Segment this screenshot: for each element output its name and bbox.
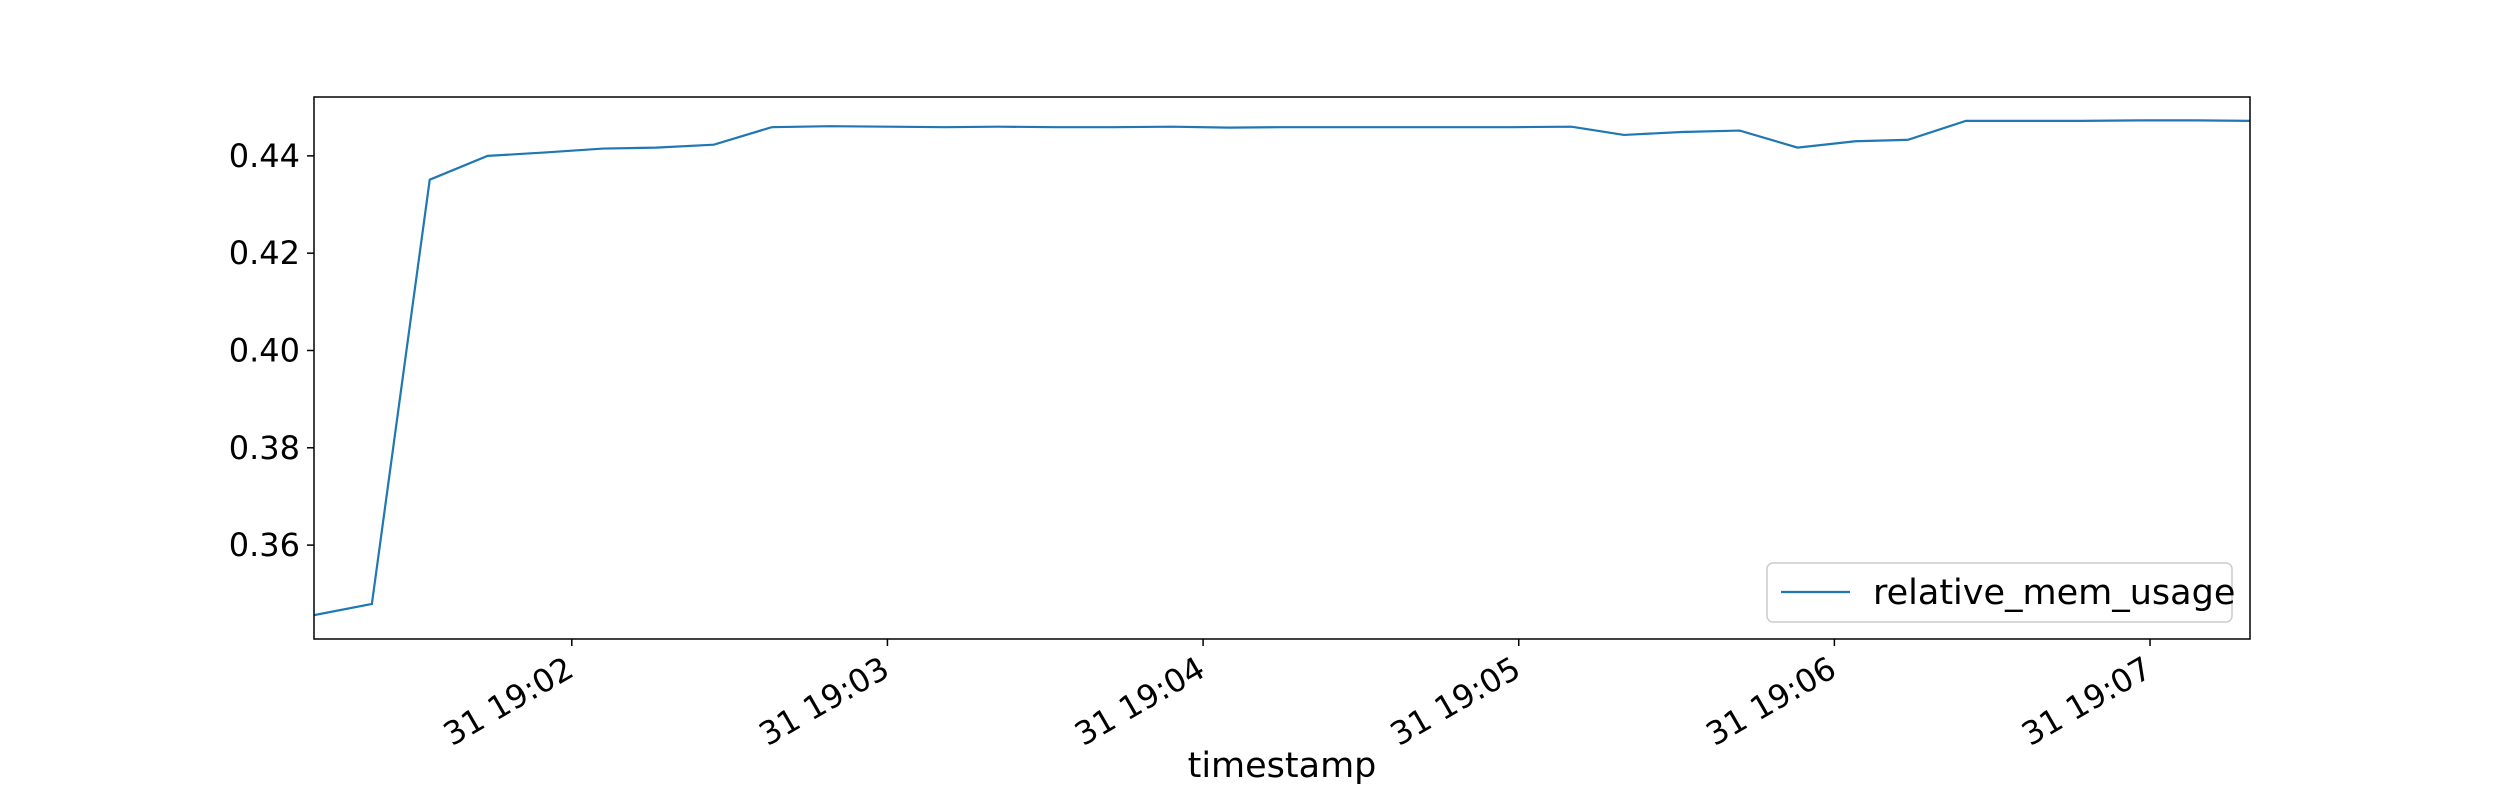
x-tick-label: 31 19:05 <box>1384 649 1527 753</box>
y-tick-label: 0.42 <box>229 234 300 272</box>
x-tick-label: 31 19:04 <box>1068 649 1211 753</box>
x-tick-label: 31 19:02 <box>437 649 580 753</box>
y-tick-label: 0.38 <box>229 429 300 467</box>
legend-label: relative_mem_usage <box>1873 573 2235 613</box>
y-tick-label: 0.36 <box>229 526 300 564</box>
x-axis-label: timestamp <box>1188 746 1377 786</box>
legend-box <box>1766 562 2233 623</box>
y-tick-label: 0.44 <box>229 137 300 175</box>
x-tick-label: 31 19:03 <box>752 649 895 753</box>
plot-frame <box>313 96 2251 640</box>
data-line <box>314 119 2250 617</box>
y-tick-label: 0.40 <box>229 331 300 369</box>
x-tick-label: 31 19:06 <box>1699 649 1842 753</box>
x-tick-label: 31 19:07 <box>2015 649 2158 753</box>
